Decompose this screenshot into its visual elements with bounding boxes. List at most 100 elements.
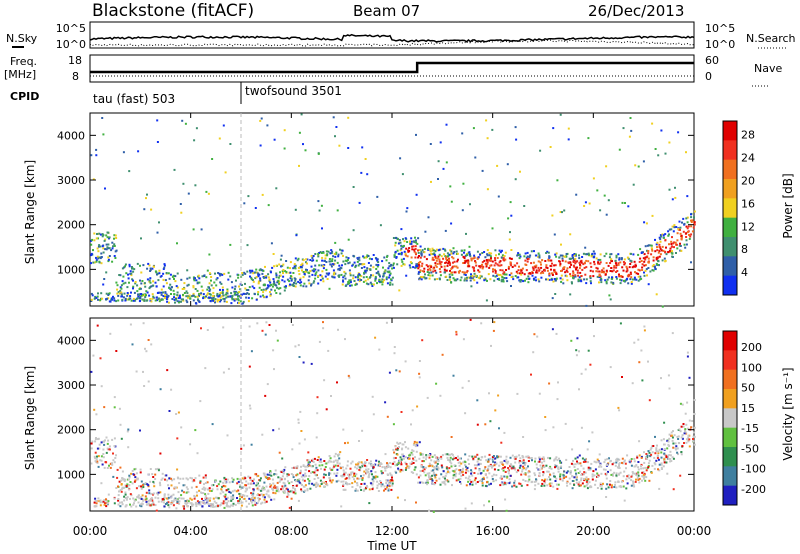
range-gate-cell: [177, 491, 180, 494]
range-gate-cell: [572, 276, 574, 279]
range-gate-cell: [594, 468, 597, 471]
range-gate-cell: [670, 240, 673, 243]
range-gate-cell: [492, 329, 495, 332]
range-gate-cell: [270, 474, 273, 477]
range-gate-cell: [342, 276, 345, 279]
range-gate-cell: [276, 339, 279, 342]
range-gate-cell: [536, 271, 539, 274]
range-gate-cell: [374, 475, 377, 478]
range-gate-cell: [445, 275, 448, 278]
range-gate-cell: [619, 261, 622, 264]
range-gate-cell: [499, 461, 502, 464]
range-gate-cell: [275, 329, 277, 332]
range-gate-cell: [304, 149, 307, 152]
range-gate-cell: [146, 291, 149, 294]
range-gate-cell: [572, 274, 574, 277]
range-gate-cell: [481, 263, 483, 266]
range-gate-cell: [344, 478, 347, 480]
range-gate-cell: [250, 492, 253, 495]
range-gate-cell: [238, 291, 241, 293]
range-gate-cell: [314, 268, 317, 271]
range-gate-cell: [515, 471, 518, 474]
range-gate-cell: [628, 477, 631, 480]
range-gate-cell: [305, 285, 308, 288]
range-gate-cell: [686, 355, 689, 358]
range-gate-cell: [449, 269, 451, 272]
range-gate-cell: [675, 226, 678, 228]
range-gate-cell: [625, 270, 628, 273]
range-gate-cell: [577, 274, 580, 277]
range-gate-cell: [155, 509, 158, 512]
range-gate-cell: [268, 278, 271, 281]
range-gate-cell: [244, 484, 246, 487]
range-gate-cell: [278, 281, 281, 284]
range-gate-cell: [302, 143, 304, 146]
range-gate-cell: [573, 483, 576, 486]
range-gate-cell: [164, 294, 167, 297]
range-gate-cell: [667, 230, 670, 233]
range-gate-cell: [152, 493, 154, 496]
range-gate-cell: [478, 480, 481, 482]
range-gate-cell: [290, 497, 293, 500]
range-gate-cell: [402, 455, 405, 458]
range-gate-cell: [186, 301, 189, 304]
range-gate-cell: [629, 278, 632, 281]
range-gate-cell: [439, 394, 442, 397]
range-gate-cell: [575, 478, 578, 481]
range-gate-cell: [100, 256, 103, 258]
range-gate-cell: [312, 458, 315, 461]
range-gate-cell: [280, 488, 283, 491]
range-gate-cell: [676, 232, 679, 235]
range-gate-cell: [530, 457, 533, 459]
range-gate-cell: [439, 270, 442, 273]
range-gate-cell: [574, 253, 577, 256]
range-gate-cell: [524, 473, 527, 476]
range-gate-cell: [538, 254, 541, 257]
range-gate-cell: [103, 440, 105, 443]
range-gate-cell: [604, 458, 607, 461]
range-gate-cell: [365, 468, 368, 471]
range-gate-cell: [398, 289, 401, 292]
range-gate-cell: [521, 470, 524, 473]
range-gate-cell: [657, 450, 660, 453]
range-gate-cell: [113, 234, 116, 237]
range-gate-cell: [404, 441, 406, 444]
range-gate-cell: [457, 461, 460, 464]
range-gate-cell: [307, 451, 310, 454]
range-gate-cell: [583, 485, 586, 488]
range-gate-cell: [95, 505, 98, 508]
range-gate-cell: [396, 496, 399, 499]
range-gate-cell: [94, 295, 97, 298]
range-gate-cell: [124, 297, 127, 300]
range-gate-cell: [415, 450, 418, 453]
range-gate-cell: [470, 259, 473, 262]
range-gate-cell: [538, 460, 541, 463]
range-gate-cell: [440, 455, 443, 458]
range-gate-cell: [655, 448, 658, 451]
range-gate-cell: [641, 263, 644, 266]
freq-unit-label: [MHz]: [4, 68, 36, 81]
range-gate-cell: [201, 505, 204, 508]
range-gate-cell: [630, 260, 633, 263]
freq-label: Freq.: [10, 55, 37, 68]
range-gate-cell: [599, 209, 602, 212]
range-gate-cell: [269, 485, 272, 488]
range-gate-cell: [596, 267, 599, 270]
range-gate-cell: [652, 259, 655, 262]
range-gate-cell: [118, 292, 121, 295]
range-gate-cell: [482, 476, 485, 479]
range-gate-cell: [116, 288, 119, 291]
range-gate-cell: [159, 491, 162, 494]
range-gate-cell: [511, 266, 514, 268]
range-gate-cell: [389, 472, 392, 475]
range-gate-cell: [597, 261, 600, 264]
range-gate-cell: [671, 225, 674, 228]
range-gate-cell: [643, 271, 645, 274]
range-gate-cell: [614, 259, 617, 262]
range-gate-cell: [467, 470, 470, 473]
range-gate-cell: [266, 284, 269, 287]
range-gate-cell: [610, 267, 613, 269]
range-gate-cell: [271, 478, 274, 481]
range-gate-cell: [241, 482, 244, 484]
